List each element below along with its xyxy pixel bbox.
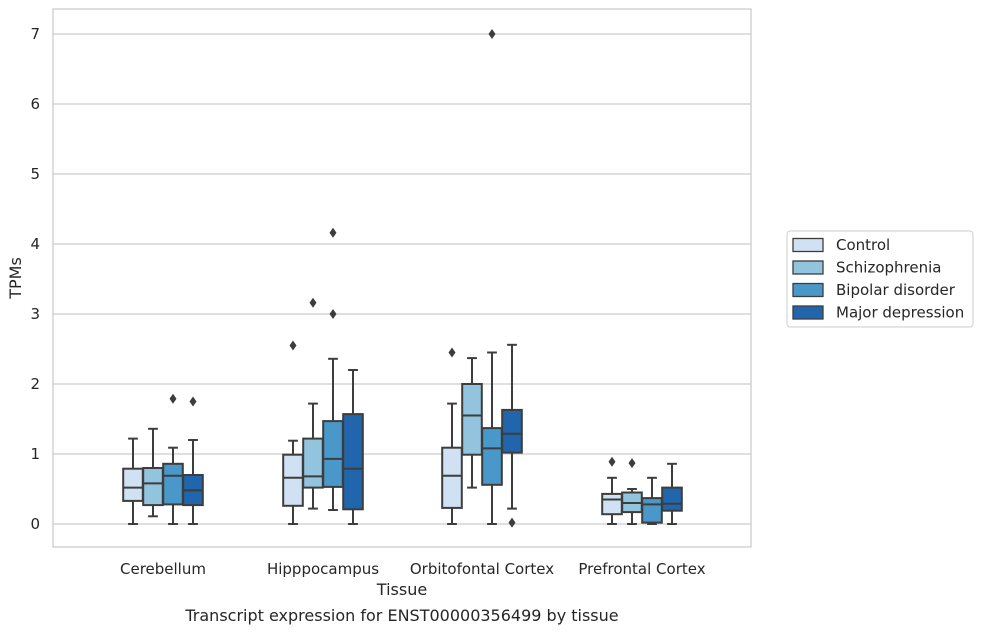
box-schizophrenia [621,458,643,525]
outlier-point [448,347,456,358]
box-major-depression [501,343,523,528]
outlier-point [189,396,197,407]
box-iqr [601,492,623,516]
y-axis-label: TPMs [6,257,25,300]
y-tick-label: 7 [30,25,40,43]
y-tick-label: 4 [30,235,40,253]
plot-area [52,8,752,548]
outlier-point [309,297,317,308]
legend-swatch [792,305,824,320]
box-control [441,347,463,525]
y-tick-label: 1 [30,445,40,463]
legend: Control Schizophrenia Bipolar disorder Majo… [786,230,974,328]
box-iqr [282,453,304,507]
box-iqr [481,427,503,486]
box-iqr [641,497,663,524]
box-iqr [142,467,164,507]
legend-swatch [792,237,824,253]
legend-label: Bipolar disorder [836,281,956,299]
y-tick-label: 2 [30,375,40,393]
legend-frame [786,230,974,328]
box-groups [122,29,683,528]
x-tick-label: Cerebellum [120,560,206,578]
box-iqr [501,408,523,454]
y-axis-ticks: 0 1 2 3 4 5 6 7 [30,25,40,533]
x-tick-label: Orbitofontal Cortex [410,560,554,578]
legend-label: Major depression [836,304,964,322]
outlier-point [289,340,297,351]
outlier-point [488,29,496,39]
box-control [122,437,144,525]
chart-caption: Transcript expression for ENST0000035649… [184,606,618,625]
box-iqr [122,467,144,502]
box-bipolar-disorder [641,476,663,525]
y-tick-label: 3 [30,305,40,323]
outlier-point [508,517,516,528]
x-tick-label: Prefrontal Cortex [578,560,705,578]
box-iqr [441,446,463,509]
outlier-point [169,393,177,404]
box-iqr [302,437,324,489]
x-tick-label: Hipppocampus [267,560,379,578]
legend-label: Schizophrenia [836,259,941,277]
box-iqr [661,486,683,512]
box-iqr [322,420,344,488]
outlier-point [329,309,337,319]
box-iqr [162,462,184,506]
legend-swatch [792,260,824,275]
box-major-depression [661,462,683,525]
box-major-depression [182,396,204,525]
box-bipolar-disorder [481,29,503,525]
box-iqr [342,413,364,511]
box-schizophrenia [302,297,324,510]
y-tick-label: 5 [30,165,40,183]
box-major-depression [342,369,364,525]
outlier-point [329,227,337,238]
outlier-point [628,458,636,469]
outlier-point [608,456,616,467]
y-tick-label: 6 [30,95,40,113]
x-axis-label: Tissue [376,580,427,599]
legend-label: Control [836,236,890,254]
y-tick-label: 0 [30,515,40,533]
box-schizophrenia [461,357,483,489]
legend-swatch [792,282,824,298]
box-iqr [461,383,483,456]
x-axis-ticks: Cerebellum Hipppocampus Orbitofontal Corte… [120,560,706,578]
